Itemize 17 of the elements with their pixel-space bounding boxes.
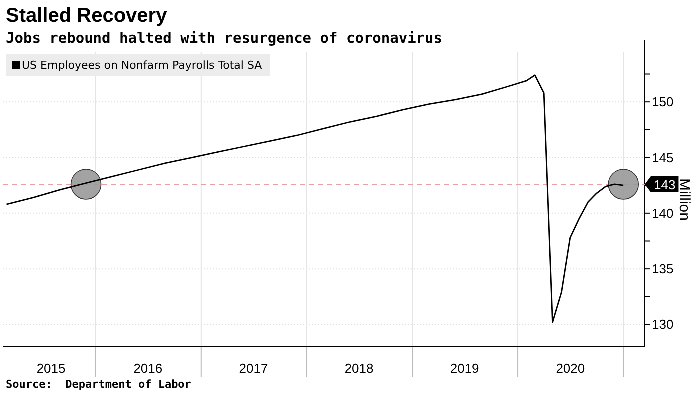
ref-line-label: 143	[654, 177, 676, 192]
legend-label: US Employees on Nonfarm Payrolls Total SA	[22, 59, 263, 72]
x-tick-label: 2016	[134, 361, 163, 376]
x-tick-label: 2020	[556, 361, 586, 376]
chart-title: Stalled Recovery	[6, 5, 168, 27]
y-tick-label: 140	[652, 206, 674, 221]
y-axis-title: Million	[676, 178, 693, 221]
y-tick-label: 145	[652, 150, 674, 166]
y-tick-label: 130	[652, 317, 674, 332]
chart-subtitle: Jobs rebound halted with resurgence of coronavirus	[6, 31, 442, 47]
y-tick-label: 150	[652, 94, 674, 110]
x-tick-label: 2017	[239, 361, 268, 376]
x-tick-label: 2015	[36, 361, 66, 376]
x-tick-label: 2019	[450, 361, 480, 376]
source-note: Source: Department of Labor	[6, 378, 192, 391]
x-tick-label: 2018	[344, 361, 374, 376]
y-tick-label: 135	[652, 262, 674, 277]
